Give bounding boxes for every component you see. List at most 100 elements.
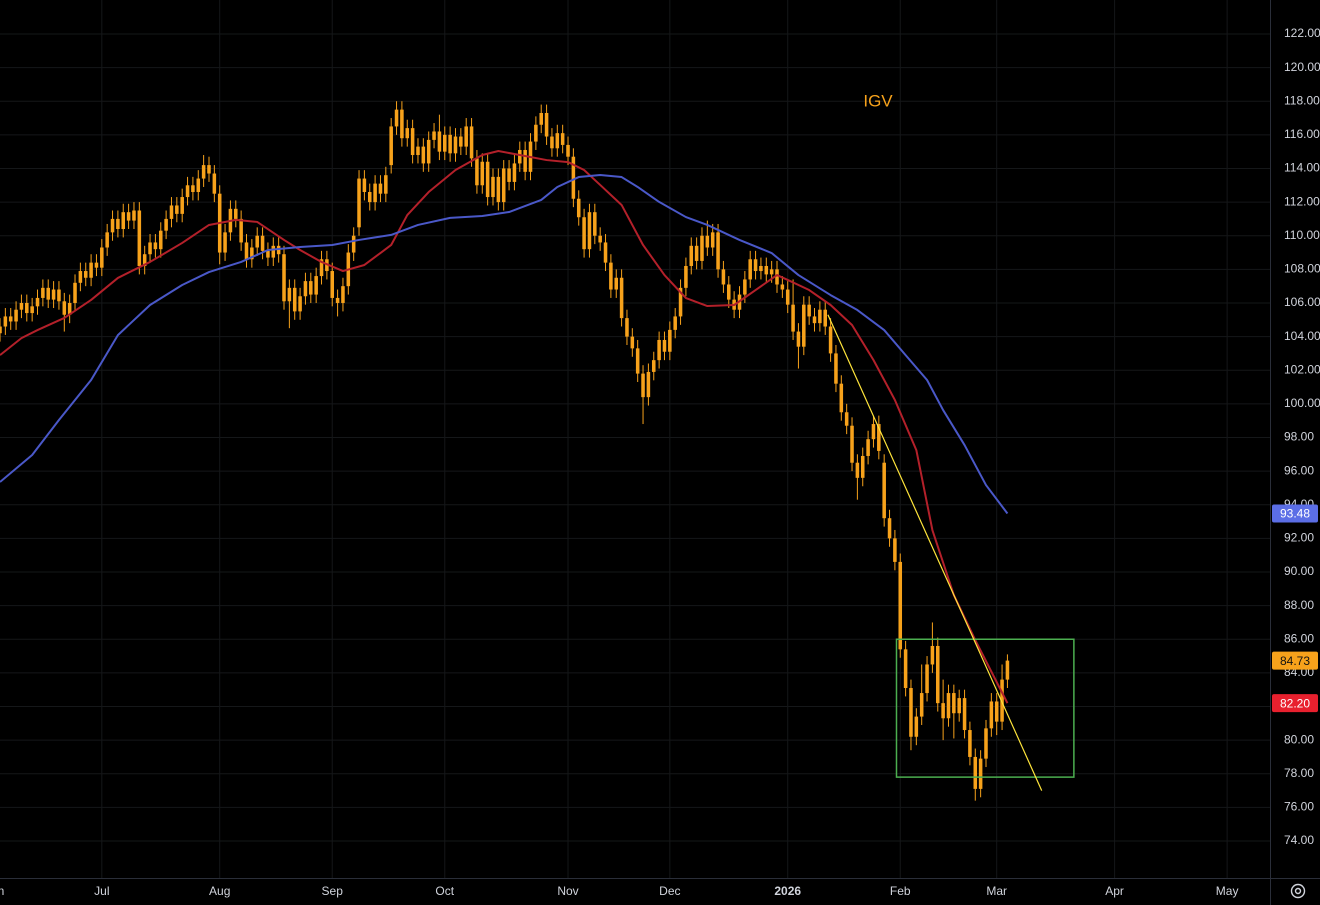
candle-body	[491, 176, 495, 198]
candle-body	[1000, 679, 1004, 722]
candle-body	[968, 730, 972, 757]
candle-body	[30, 306, 34, 314]
candle-body	[137, 210, 142, 266]
candle-body	[496, 176, 501, 203]
candle-body	[887, 518, 892, 539]
candle-body	[657, 339, 661, 361]
candle-body	[250, 247, 254, 260]
candle-body	[67, 302, 72, 315]
candle-body	[780, 284, 785, 290]
candle-body	[357, 178, 361, 228]
candle-body	[507, 168, 511, 182]
candle-body	[100, 247, 104, 268]
candle-body	[367, 192, 372, 203]
y-tick-label: 78.00	[1284, 766, 1314, 780]
price-label-badge	[1272, 651, 1318, 670]
candle-body	[191, 185, 195, 193]
candle-body	[3, 316, 8, 327]
candle-body	[207, 165, 211, 174]
candle-body	[341, 286, 345, 303]
candle-body	[721, 269, 726, 285]
candle-body	[684, 265, 688, 288]
candle-body	[785, 289, 790, 305]
candle-body	[823, 309, 828, 327]
axes: 74.0076.0078.0080.0082.0084.0086.0088.00…	[0, 26, 1320, 898]
settings-icon[interactable]	[1290, 883, 1306, 899]
y-tick-label: 98.00	[1284, 430, 1314, 444]
candle-body	[635, 348, 640, 374]
candle-body	[432, 131, 436, 140]
plot-area	[0, 101, 1075, 801]
candle-body	[834, 353, 838, 384]
x-tick-label: Sep	[322, 884, 344, 898]
candle-body	[877, 424, 881, 451]
candle-body	[480, 161, 485, 186]
y-tick-label: 122.00	[1284, 26, 1320, 40]
chart-title: IGV	[863, 91, 893, 110]
candle-body	[0, 326, 2, 334]
y-tick-label: 92.00	[1284, 531, 1314, 545]
y-tick-label: 88.00	[1284, 598, 1314, 612]
candle-body	[185, 185, 190, 198]
candle-body	[271, 245, 276, 258]
candle-body	[919, 693, 924, 717]
candle-body	[89, 262, 93, 278]
price-label-badge	[1272, 504, 1318, 523]
y-tick-label: 112.00	[1284, 194, 1320, 208]
candle-body	[223, 232, 227, 253]
candle-body	[989, 701, 994, 729]
candle-body	[662, 339, 667, 352]
candle-body	[282, 254, 286, 302]
candle-body	[475, 158, 479, 186]
candle-body	[8, 316, 13, 322]
candle-body	[384, 175, 388, 194]
x-tick-label: 2026	[774, 884, 801, 898]
candle-body	[973, 756, 978, 789]
candle-body	[978, 758, 983, 789]
candle-body	[678, 287, 683, 317]
moving-average-line	[0, 149, 1009, 704]
candle-body	[555, 133, 560, 149]
candle-body	[459, 136, 463, 147]
price-label: 82.20	[1280, 696, 1310, 710]
x-tick-label: Aug	[209, 884, 230, 898]
candle-body	[593, 212, 597, 236]
candle-body	[132, 210, 136, 221]
candle-body	[952, 693, 956, 714]
candle-body	[571, 156, 576, 199]
candle-body	[550, 136, 554, 149]
candle-body	[941, 703, 945, 719]
candle-body	[335, 297, 340, 303]
y-tick-label: 102.00	[1284, 362, 1320, 376]
candle-body	[1005, 660, 1010, 680]
candle-body	[453, 136, 458, 154]
price-label-badge	[1272, 694, 1318, 713]
candle-body	[255, 235, 259, 248]
settings-ring	[1290, 883, 1306, 899]
candle-body	[641, 373, 645, 398]
candle-body	[609, 262, 613, 290]
candle-body	[898, 561, 903, 650]
candle-body	[668, 329, 672, 352]
y-tick-label: 90.00	[1284, 564, 1314, 578]
candle-body	[73, 282, 77, 303]
candle-body	[855, 462, 860, 478]
x-tick-label: Dec	[659, 884, 680, 898]
candle-body	[791, 304, 795, 332]
candle-body	[689, 245, 694, 266]
candle-body	[909, 688, 913, 737]
candle-body	[260, 235, 265, 251]
y-tick-label: 114.00	[1284, 161, 1320, 175]
candle-body	[796, 331, 801, 347]
candle-body	[469, 126, 474, 159]
trend-line	[827, 314, 1043, 791]
candle-body	[646, 371, 651, 398]
candle-body	[158, 230, 163, 250]
candle-body	[121, 212, 126, 229]
y-tick-label: 76.00	[1284, 800, 1314, 814]
candle-body	[148, 242, 152, 255]
candle-body	[239, 218, 243, 243]
candle-body	[844, 412, 849, 426]
y-tick-label: 108.00	[1284, 262, 1320, 276]
